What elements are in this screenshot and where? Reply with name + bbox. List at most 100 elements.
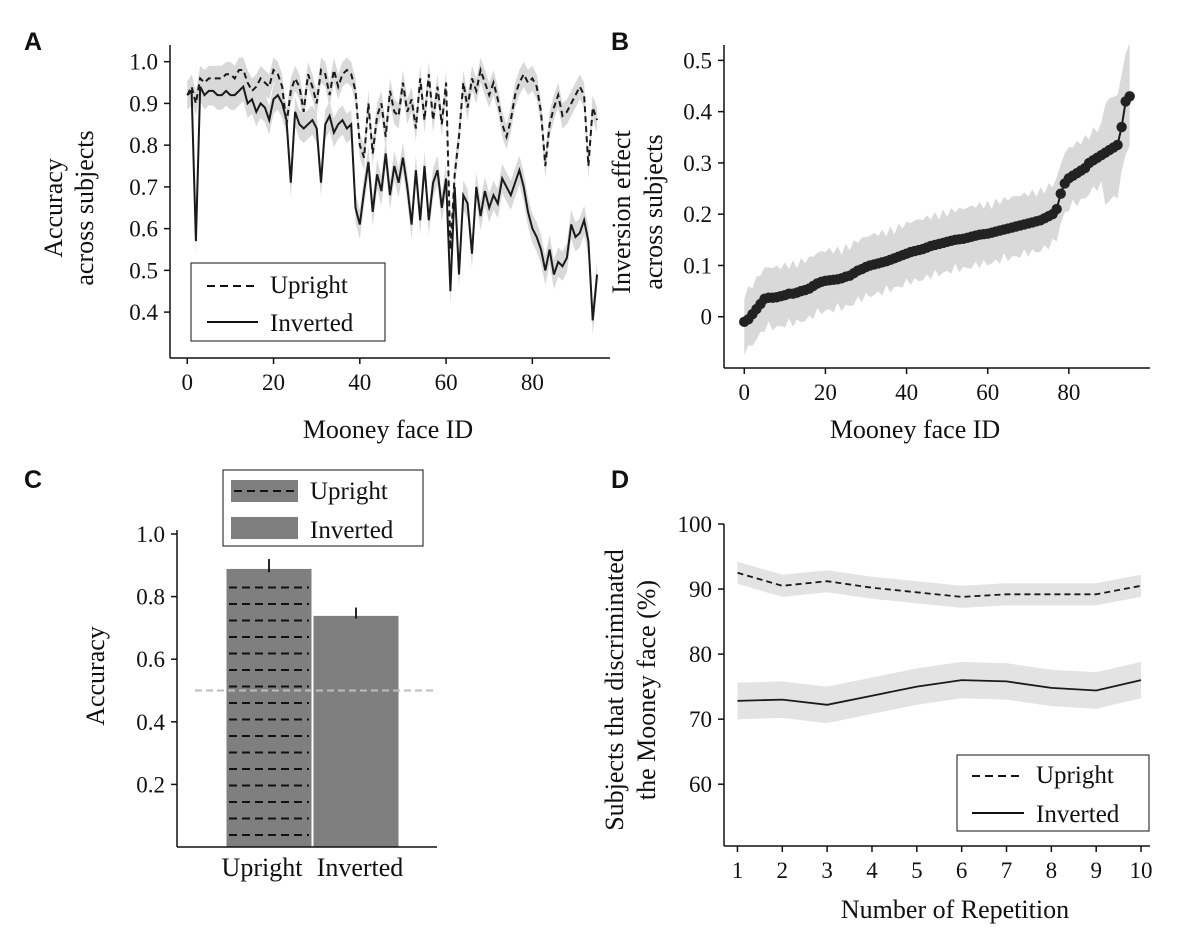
panel-b-point [1124,91,1135,102]
panel-a-y-tick-label: 0.5 [129,258,158,283]
panel-c-y-tick-label: 1.0 [136,522,165,547]
panel-d-legend: Upright Inverted [956,754,1150,832]
panel-b-x-tick-label: 40 [895,380,918,405]
panel-d-confidence-bands [737,561,1141,724]
panel-b-point [1051,203,1062,215]
panel-a-x-tick-label: 40 [348,370,371,395]
panel-d-legend-upright: Upright [1036,762,1114,789]
panel-a-x-ticks: 0 20 40 60 80 [182,358,544,395]
panel-d-y-tick-label: 70 [689,707,712,732]
panel-a-legend-upright: Upright [270,272,348,299]
panel-d-x-ticks: 1 2 3 4 5 6 7 8 9 10 [732,846,1153,883]
panel-c-y-label: Accuracy [81,626,110,726]
panel-d-x-label: Number of Repetition [841,895,1069,924]
panel-c-legend-inverted: Inverted [310,517,394,544]
panel-d-y-label-line1: Subjects that discriminated [600,549,629,831]
panel-d-band-upright [737,561,1141,608]
panel-b-points [739,91,1135,328]
panel-d-y-tick-label: 80 [689,642,712,667]
panel-a-legend: Upright Inverted [190,262,386,342]
panel-b-y-label-line2: across subjects [639,134,668,289]
panel-c-bar-upright [225,567,313,848]
panel-b-y-label-line1: Inversion effect [607,130,636,294]
panel-a-y-tick-label: 0.8 [129,133,158,158]
panel-b-x-label: Mooney face ID [830,415,1000,444]
panel-a-confidence-bands [187,57,598,335]
panel-a-legend-box [190,262,386,342]
panel-a-x-tick-label: 20 [262,370,285,395]
panel-d-x-tick-label: 5 [911,858,923,883]
panel-b-point [1055,188,1066,199]
panel-d-x-tick-label: 8 [1046,858,1058,883]
panel-c-y-tick-label: 0.2 [136,772,165,797]
panel-d-x-tick-label: 6 [956,858,968,883]
panel-b-x-ticks: 0 20 40 60 80 [739,368,1080,405]
panel-a-band-inverted [187,72,598,335]
panel-b-x-tick-label: 20 [814,380,837,405]
panel-a-band-upright [187,57,598,262]
panel-c-x-tick-upright: Upright [222,853,304,882]
panel-d-y-ticks: 60 70 80 90 100 [678,512,724,797]
panel-c-y-tick-label: 0.4 [136,710,165,735]
panel-label-a: A [24,28,42,56]
panel-label-d: D [611,466,629,494]
panel-b-y-ticks: 0 0.1 0.2 0.3 0.4 0.5 [683,48,724,330]
panel-d-x-tick-label: 3 [821,858,833,883]
panel-d-band-inverted [737,661,1141,724]
panel-b-confidence-band [744,42,1130,356]
panel-a-x-tick-label: 60 [435,370,458,395]
panel-a-x-tick-label: 80 [521,370,544,395]
panel-d-line-inverted [737,679,1142,706]
panel-a-y-tick-label: 0.6 [129,217,158,242]
panel-a-chart: 0.4 0.5 0.6 0.7 0.8 0.9 1.0 0 20 40 60 80 Mooney f… [39,45,610,444]
panel-d-series-lines [737,571,1142,706]
panel-b-y-tick-label: 0.2 [683,202,712,227]
panel-d-x-tick-label: 7 [1001,858,1013,883]
panel-d-x-tick-label: 1 [732,858,744,883]
panel-b-y-tick-label: 0.3 [683,151,712,176]
panel-c-legend-upright: Upright [310,478,388,505]
panel-d-line-upright [737,571,1142,598]
panel-b-band [744,42,1130,356]
panel-b-y-tick-label: 0.4 [683,100,712,125]
panel-b-y-tick-label: 0.1 [683,253,712,278]
panel-d-x-tick-label: 2 [777,858,789,883]
panel-a-legend-inverted: Inverted [270,310,354,337]
panel-c-legend-inverted-swatch [231,517,298,539]
panel-a-y-tick-label: 0.7 [129,175,158,200]
panel-d-y-label-line2: the Mooney face (%) [632,580,661,800]
panel-b-point [1112,139,1123,151]
panel-b-chart: 0 0.1 0.2 0.3 0.4 0.5 0 20 40 60 80 Mooney face I… [607,42,1150,444]
panel-a-y-label-line2: across subjects [70,130,99,285]
panel-c-bar-inverted [312,614,400,848]
panel-a-line-upright [186,66,599,250]
panel-b-y-tick-label: 0 [701,305,713,330]
panel-d-y-tick-label: 60 [689,772,712,797]
panel-a-y-tick-label: 0.9 [129,91,158,116]
panel-a-x-label: Mooney face ID [303,415,473,444]
panel-label-b: B [611,28,629,56]
panel-d-legend-box [956,754,1150,832]
panel-c-chart: 0.2 0.4 0.6 0.8 1.0 Upright Inverted Accurac… [81,469,437,882]
panel-c-y-tick-label: 0.8 [136,585,165,610]
panel-b-x-tick-label: 80 [1057,380,1080,405]
panel-c-y-tick-label: 0.6 [136,647,165,672]
panel-c-bars [225,559,400,848]
panel-d-x-tick-label: 10 [1130,858,1153,883]
panel-d-chart: 60 70 80 90 100 1 2 3 4 5 6 7 8 9 10 Number of Repeti… [600,512,1153,924]
panel-d-x-tick-label: 9 [1090,858,1102,883]
panel-b-point [1116,121,1127,133]
panel-c-y-ticks: 0.2 0.4 0.6 0.8 1.0 [136,522,177,797]
panel-a-y-tick-label: 1.0 [129,50,158,75]
panel-c-legend: Upright Inverted [222,469,424,547]
panel-d-y-tick-label: 100 [678,512,713,537]
panel-a-y-ticks: 0.4 0.5 0.6 0.7 0.8 0.9 1.0 [129,50,170,325]
panel-a-line-inverted [186,84,599,321]
panel-label-c: C [24,466,42,494]
panel-a-y-tick-label: 0.4 [129,300,158,325]
panel-a-y-label-line1: Accuracy [39,158,68,258]
panel-b-x-tick-label: 60 [976,380,999,405]
panel-d-legend-inverted: Inverted [1036,801,1120,828]
panel-b-y-tick-label: 0.5 [683,48,712,73]
